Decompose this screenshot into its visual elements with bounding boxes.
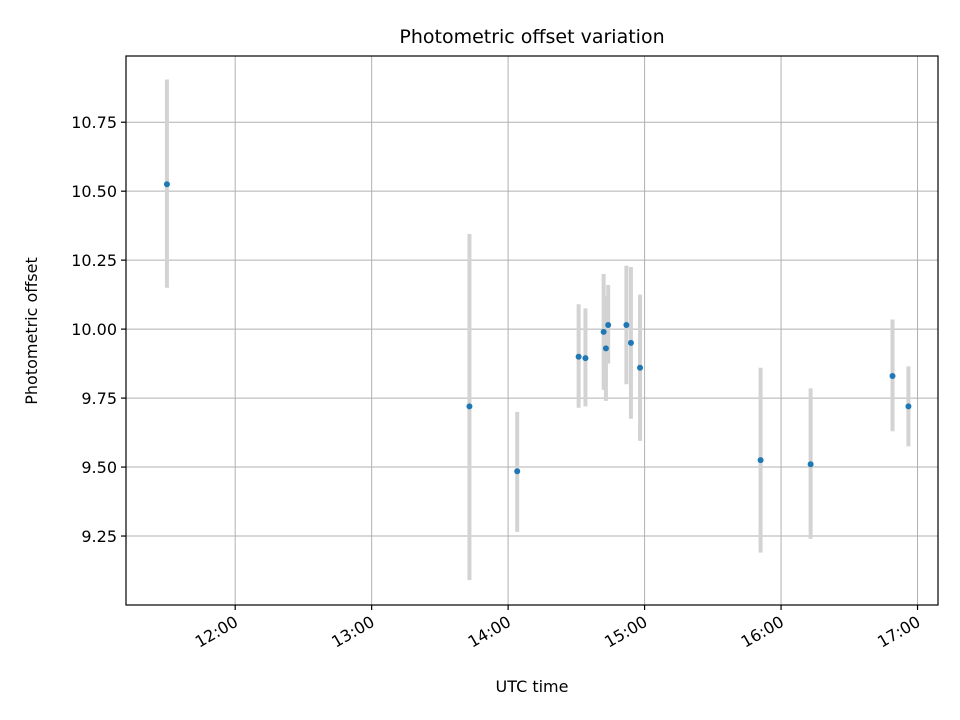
data-point	[807, 461, 814, 468]
data-point	[163, 181, 170, 188]
y-tick-label: 9.50	[81, 458, 117, 477]
data-point	[605, 321, 612, 328]
grid	[126, 56, 938, 605]
y-tick-label: 10.25	[71, 251, 117, 270]
data-point	[623, 321, 630, 328]
chart-title: Photometric offset variation	[399, 26, 664, 48]
data-point	[582, 355, 589, 362]
y-tick-label: 10.50	[71, 182, 117, 201]
data-point	[600, 328, 607, 335]
y-tick-label: 10.00	[71, 320, 117, 339]
data-point	[466, 403, 473, 410]
data-point	[757, 457, 764, 464]
data-point	[514, 468, 521, 475]
y-tick-label: 10.75	[71, 113, 117, 132]
plot-frame	[125, 55, 939, 606]
data-point	[637, 364, 644, 371]
data-point	[889, 373, 896, 380]
x-axis-label: UTC time	[496, 677, 569, 696]
data-points	[163, 181, 912, 475]
data-point	[575, 353, 582, 360]
y-tick-label: 9.25	[81, 527, 117, 546]
data-point	[905, 403, 912, 410]
y-axis-label: Photometric offset	[22, 257, 41, 405]
data-point	[602, 345, 609, 352]
y-tick-label: 9.75	[81, 389, 117, 408]
data-point	[627, 339, 634, 346]
